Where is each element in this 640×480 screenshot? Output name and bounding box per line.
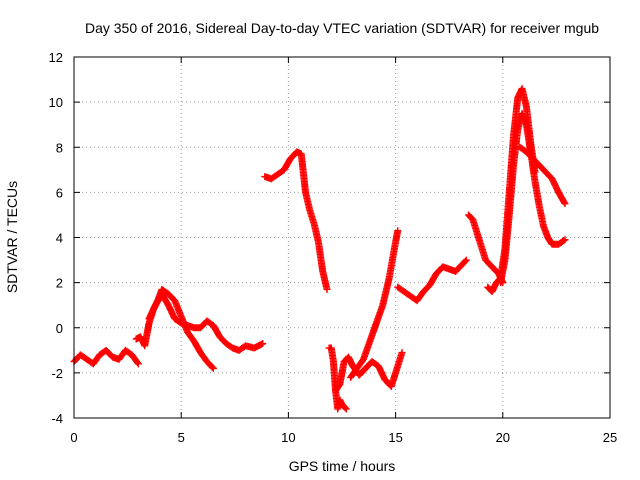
data-point: [209, 364, 217, 372]
data-point: [461, 257, 469, 265]
data-point: [561, 200, 569, 208]
data-points: [70, 85, 569, 413]
chart-title: Day 350 of 2016, Sidereal Day-to-day VTE…: [85, 20, 599, 36]
data-series: [394, 256, 470, 305]
x-tick-labels: 0 5 10 15 20 25: [70, 430, 617, 445]
data-series: [332, 349, 406, 395]
x-tick-label: 10: [281, 430, 295, 445]
x-tick-label: 5: [178, 430, 185, 445]
data-point: [134, 360, 142, 368]
x-tick-label: 20: [496, 430, 510, 445]
data-series: [497, 109, 569, 287]
x-tick-label: 25: [603, 430, 617, 445]
data-point: [560, 237, 568, 245]
data-point: [323, 285, 331, 293]
data-series: [70, 346, 142, 368]
data-series: [132, 285, 217, 372]
y-tick-label: 0: [56, 321, 63, 336]
y-tick-labels: -4 -2 0 2 4 6 8 10 12: [49, 50, 63, 426]
y-tick-label: 4: [56, 231, 63, 246]
y-axis-label: SDTVAR / TECUs: [4, 181, 20, 293]
data-point: [341, 404, 349, 412]
data-series: [145, 290, 267, 354]
y-tick-label: 8: [56, 140, 63, 155]
x-tick-label: 0: [70, 430, 77, 445]
data-point: [208, 363, 216, 371]
axis-ticks: [73, 56, 611, 419]
data-point: [398, 349, 406, 357]
y-tick-label: 6: [56, 185, 63, 200]
data-point: [133, 359, 141, 367]
y-tick-label: -4: [51, 411, 63, 426]
data-series: [516, 143, 569, 208]
x-tick-label: 15: [388, 430, 402, 445]
data-point: [462, 256, 470, 264]
data-series: [261, 148, 331, 293]
data-series: [347, 227, 402, 381]
y-tick-label: -2: [51, 366, 63, 381]
data-point: [259, 340, 267, 348]
y-tick-label: 12: [49, 50, 63, 65]
x-axis-label: GPS time / hours: [289, 458, 396, 474]
data-point: [394, 227, 402, 235]
data-point: [342, 405, 350, 413]
y-tick-label: 10: [49, 95, 63, 110]
data-point: [560, 198, 568, 206]
y-tick-label: 2: [56, 276, 63, 291]
data-point: [561, 236, 569, 244]
